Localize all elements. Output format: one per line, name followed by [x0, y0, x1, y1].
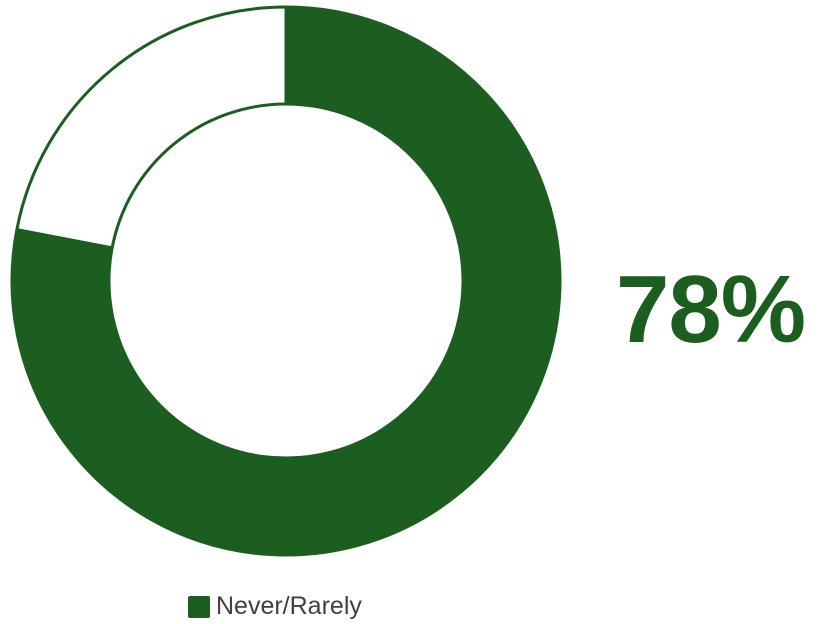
- headline-percentage: 78%: [616, 256, 806, 363]
- chart-legend: Never/Rarely: [188, 594, 362, 619]
- donut-slice-never-rarely: [10, 5, 562, 557]
- legend-swatch-never-rarely: [188, 595, 210, 618]
- legend-label-never-rarely: Never/Rarely: [216, 592, 362, 620]
- donut-slice-remainder: [15, 5, 288, 250]
